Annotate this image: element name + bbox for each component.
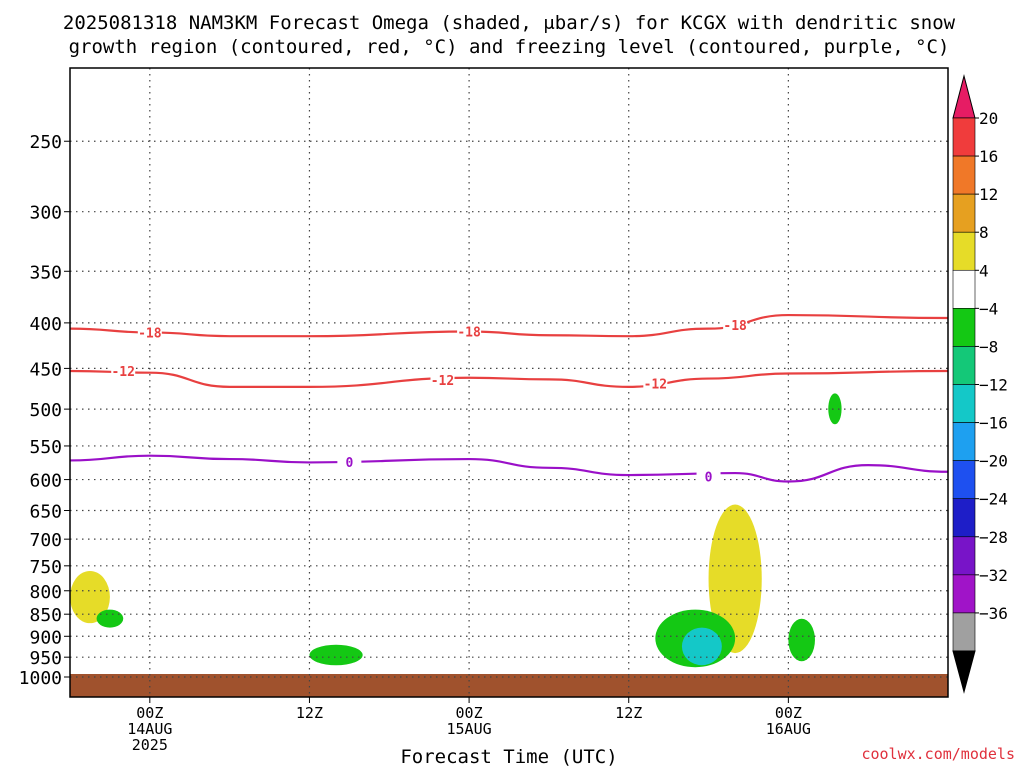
colorbar-segment-3	[952, 231, 976, 271]
colorbar-label-8: −16	[979, 414, 1008, 433]
contour-line-0	[69, 313, 949, 338]
colorbar-segment-7	[952, 384, 976, 423]
y-tick-label-400: 400	[29, 314, 62, 335]
y-tick-label-850: 850	[29, 605, 62, 626]
x-tick-date-2: 15AUG	[447, 720, 492, 738]
colorbar-segment-5	[952, 308, 976, 347]
colorbar-segment-12	[952, 574, 976, 614]
contour-label-0-1: -18	[457, 325, 481, 340]
y-tick-label-500: 500	[29, 400, 62, 421]
contour-label-bg-0-2	[723, 316, 748, 333]
contour-line-2	[69, 454, 949, 483]
contour-label-bg-0-1	[457, 323, 482, 340]
chart-title-line-1: 2025081318 NAM3KM Forecast Omega (shaded…	[63, 12, 956, 34]
colorbar-label-12: −32	[979, 566, 1008, 585]
colorbar-label-7: −12	[979, 376, 1008, 395]
colorbar-segment-1	[952, 155, 976, 195]
x-axis-label: Forecast Time (UTC)	[400, 746, 617, 768]
y-tick-label-900: 900	[29, 627, 62, 648]
x-tick-date-4: 16AUG	[766, 720, 811, 738]
y-tick-label-600: 600	[29, 471, 62, 492]
contour-label-2-0: 0	[345, 456, 353, 471]
contour-label-1-1: -12	[431, 374, 454, 389]
y-tick-label-350: 350	[29, 262, 62, 283]
colorbar-label-2: 12	[979, 185, 998, 204]
y-tick-label-950: 950	[29, 648, 62, 669]
contour-label-bg-1-0	[111, 362, 136, 379]
x-tick-label-1: 12Z	[296, 704, 323, 722]
y-tick-label-550: 550	[29, 437, 62, 458]
colorbar-segment-0	[952, 117, 976, 157]
omega-region-6	[828, 393, 842, 425]
colorbar-segment-13	[952, 612, 976, 652]
y-tick-label-800: 800	[29, 582, 62, 603]
colorbar-label-0: 20	[979, 109, 998, 128]
colorbar-label-5: −4	[979, 299, 998, 318]
contour-label-bg-2-1	[696, 468, 721, 485]
contour-line-1	[69, 369, 949, 388]
chart-title-line-2: growth region (contoured, red, °C) and f…	[69, 36, 950, 58]
plot-frame	[69, 67, 949, 698]
colorbar-segment-4	[952, 269, 976, 309]
contour-label-bg-1-2	[643, 375, 668, 392]
contour-label-1-2: -12	[644, 378, 667, 393]
colorbar-label-9: −20	[979, 452, 1008, 471]
colorbar-top-arrow	[952, 74, 976, 119]
ground-surface	[70, 674, 948, 697]
omega-region-1	[708, 504, 762, 654]
omega-region-7	[96, 609, 124, 628]
y-tick-label-450: 450	[29, 359, 62, 380]
y-tick-label-300: 300	[29, 203, 62, 224]
omega-region-5	[788, 618, 815, 662]
colorbar-label-1: 16	[979, 147, 998, 166]
x-tick-label-3: 12Z	[615, 704, 642, 722]
omega-region-4	[309, 644, 363, 666]
y-tick-label-650: 650	[29, 502, 62, 523]
plot-area: -18 -18 -18 -12 -12 -12 0 0 250 300 350 400 450 500 55…	[19, 67, 949, 754]
colorbar-label-13: −36	[979, 604, 1008, 623]
x-tick-label-4: 00Z	[775, 704, 802, 722]
contour-label-bg-0-0	[137, 324, 162, 341]
omega-region-0	[70, 570, 110, 624]
colorbar-label-3: 8	[979, 223, 989, 242]
x-tick-date-0: 14AUG	[127, 720, 172, 738]
contour-label-bg-2-0	[337, 453, 362, 470]
colorbar-label-10: −24	[979, 490, 1008, 509]
y-tick-label-700: 700	[29, 530, 62, 551]
colorbar-segment-10	[952, 498, 976, 538]
watermark: coolwx.com/models	[861, 745, 1015, 763]
colorbar-segment-2	[952, 193, 976, 233]
omega-region-3	[681, 627, 722, 666]
colorbar-segment-11	[952, 536, 976, 576]
colorbar-label-4: 4	[979, 261, 989, 280]
colorbar-label-6: −8	[979, 337, 998, 356]
x-tick-label-0: 00Z	[136, 704, 163, 722]
contour-label-1-0: -12	[111, 365, 134, 380]
x-tick-label-2: 00Z	[456, 704, 483, 722]
colorbar-segment-9	[952, 460, 976, 500]
contour-label-0-0: -18	[138, 326, 162, 341]
contour-label-bg-1-1	[430, 372, 455, 389]
colorbar: 20 16 12 8 4 −4 −8 −12 −16 −20 −24 −28 −32 −36	[952, 74, 1008, 694]
colorbar-bottom-arrow	[952, 650, 976, 694]
colorbar-segment-6	[952, 346, 976, 385]
x-tick-year-0: 2025	[132, 736, 168, 754]
colorbar-segment-8	[952, 422, 976, 461]
contour-label-0-2: -18	[723, 319, 747, 334]
y-tick-label-1000: 1000	[19, 668, 62, 689]
colorbar-label-11: −28	[979, 528, 1008, 547]
contour-label-2-1: 0	[705, 470, 713, 485]
y-tick-label-750: 750	[29, 557, 62, 578]
y-tick-label-250: 250	[29, 132, 62, 153]
